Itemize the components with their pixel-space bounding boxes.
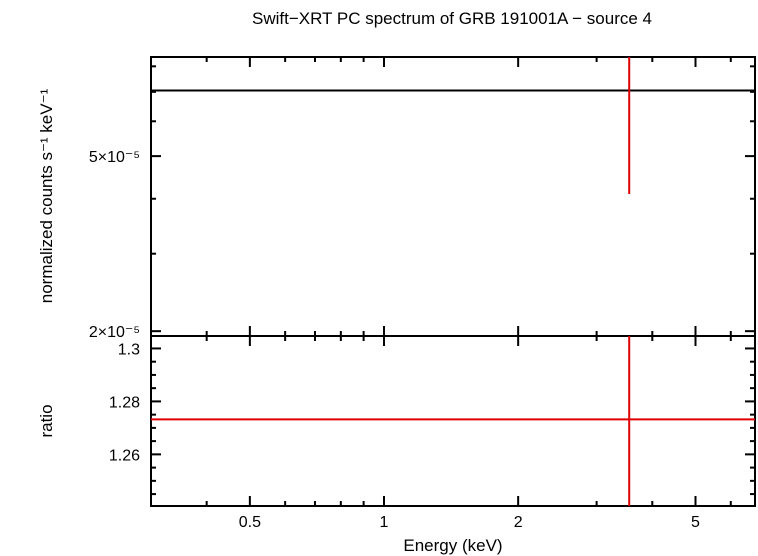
x-tick-label: 5 — [691, 514, 700, 531]
spectrum-y-tick-label: 2×10⁻⁵ — [89, 324, 140, 341]
ratio-frame — [150, 335, 756, 507]
spectrum-y-tick-label: 5×10⁻⁵ — [89, 149, 140, 166]
ratio-y-axis-label: ratio — [37, 404, 56, 437]
ratio-y-tick-label: 1.26 — [109, 447, 140, 464]
x-tick-label: 0.5 — [239, 514, 261, 531]
ratio-panel: ratio Energy (keV) — [37, 335, 756, 555]
x-tick-label: 1 — [380, 514, 389, 531]
x-axis-label: Energy (keV) — [403, 536, 502, 555]
ratio-y-tick-label: 1.28 — [109, 394, 140, 411]
x-tick-label: 2 — [514, 514, 523, 531]
spectrum-y-axis-label: normalized counts s⁻¹ keV⁻¹ — [37, 88, 56, 303]
ratio-y-tick-label: 1.3 — [118, 341, 140, 358]
spectrum-frame — [150, 56, 756, 337]
chart-title: Swift−XRT PC spectrum of GRB 191001A − s… — [252, 9, 652, 28]
spectrum-panel: normalized counts s⁻¹ keV⁻¹ — [37, 56, 756, 337]
